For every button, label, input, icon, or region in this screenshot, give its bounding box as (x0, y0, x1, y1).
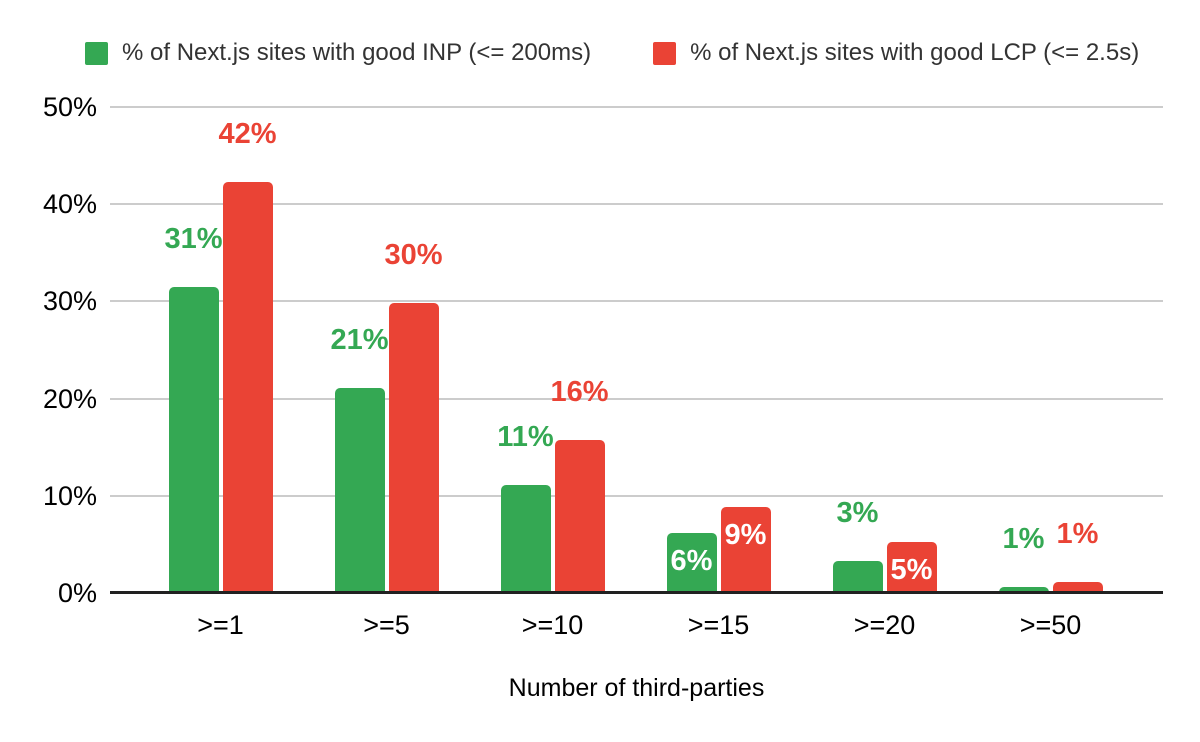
bar-lcp->=15 (720, 507, 771, 593)
legend-swatch-icon (653, 41, 677, 65)
bar-lcp->=20 (886, 542, 937, 593)
legend-item-label: % of Next.js sites with good INP (<= 200… (122, 39, 592, 66)
chart-legend: % of Next.js sites with good INP (<= 200… (85, 39, 1139, 67)
bar-value-label: 30% (384, 239, 443, 272)
x-tick-label: >=20 (853, 610, 916, 640)
bar-inp->=50 (998, 587, 1049, 593)
legend-swatch-icon (85, 41, 108, 65)
bar-value-label: 21% (330, 323, 389, 356)
bar-inp->=10 (500, 485, 551, 593)
bar-value-label: 1% (1002, 523, 1045, 556)
bar-lcp->=5 (388, 303, 439, 593)
bar-inp->=20 (832, 560, 883, 593)
y-tick-label: 20% (42, 383, 97, 414)
bar-value-label: 9% (724, 519, 767, 552)
y-tick-label: 40% (42, 189, 97, 220)
bar-lcp->=50 (1052, 582, 1103, 593)
x-tick-label: >=10 (521, 610, 584, 640)
bar-value-label: 1% (1056, 518, 1099, 551)
legend-item-label: % of Next.js sites with good LCP (<= 2.5… (690, 39, 1140, 66)
bar-value-label: 11% (497, 421, 554, 454)
gridline (110, 397, 1163, 400)
bar-value-label: 5% (890, 554, 933, 587)
gridline (110, 203, 1163, 206)
bar-value-label: 16% (550, 376, 609, 409)
bar-value-label: 3% (836, 496, 879, 529)
bar-value-label: 31% (164, 222, 223, 255)
bar-lcp->=1 (222, 181, 273, 593)
gridline (110, 300, 1163, 303)
bar-inp->=5 (334, 387, 385, 593)
x-tick-label: >=1 (197, 610, 244, 640)
bar-inp->=15 (666, 532, 717, 593)
x-axis-title: Number of third-parties (508, 674, 765, 702)
legend-item: % of Next.js sites with good LCP (<= 2.5… (653, 39, 1139, 67)
legend-item: % of Next.js sites with good INP (<= 200… (85, 39, 591, 67)
bar-lcp->=10 (554, 440, 605, 593)
x-tick-label: >=15 (687, 610, 750, 640)
bar-value-label: 6% (670, 544, 713, 577)
gridline (110, 494, 1163, 497)
plot-area: 31% 42% 21% 30% 11% 16% 6% 9% 3% 5% 1% 1% (110, 106, 1163, 594)
y-tick-label: 50% (42, 92, 97, 122)
bar-value-label: 42% (218, 117, 277, 150)
y-tick-label: 30% (42, 286, 97, 317)
x-tick-label: >=50 (1019, 610, 1082, 640)
y-tick-label: 10% (42, 480, 97, 511)
x-axis-line (110, 591, 1163, 594)
gridline (110, 106, 1163, 108)
y-tick-label: 0% (57, 578, 97, 608)
bar-inp->=1 (168, 286, 219, 593)
x-tick-label: >=5 (363, 610, 410, 640)
